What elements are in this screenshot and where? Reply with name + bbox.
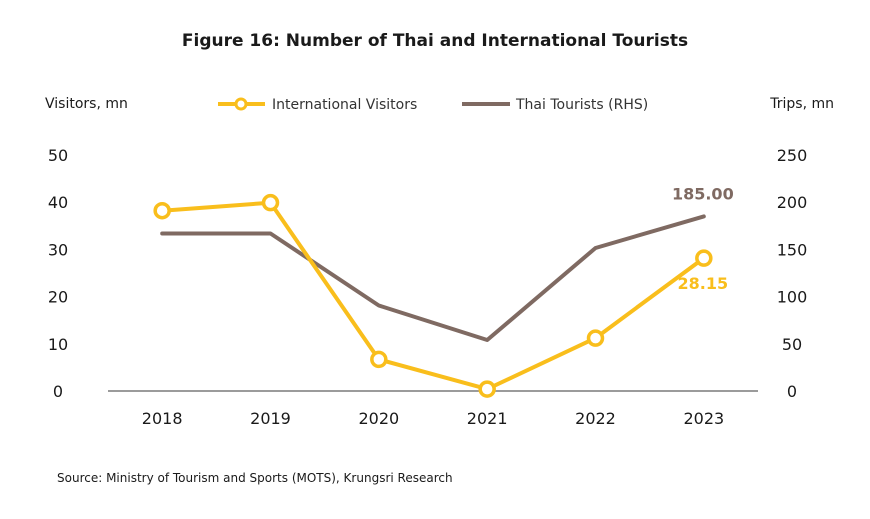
source-note: Source: Ministry of Tourism and Sports (… [57, 471, 453, 485]
y-left-tick-label: 20 [48, 288, 68, 307]
data-point-international-visitors [370, 350, 388, 369]
y-left-tick-label: 40 [48, 193, 68, 212]
data-label-thai-tourists: 185.00 [672, 184, 734, 203]
y-axis-right-ticks: 0 50 100 150 200 250 [777, 146, 808, 401]
x-axis-ticks: 2018 2019 2020 2021 2022 2023 [142, 409, 724, 428]
data-point-international-visitors [586, 329, 605, 347]
y-left-tick-label: 10 [48, 335, 68, 354]
series-layer [153, 193, 713, 398]
data-point-international-visitors [261, 193, 280, 212]
y-right-tick-label: 250 [777, 146, 808, 165]
data-point-international-visitors [695, 249, 713, 267]
y-right-tick-label: 0 [787, 382, 797, 401]
x-tick-label: 2019 [250, 409, 291, 428]
y-right-tick-label: 100 [777, 288, 808, 307]
legend-label-international: International Visitors [272, 97, 417, 113]
data-label-international-visitors: 28.15 [678, 274, 729, 293]
legend-marker-international [234, 97, 248, 111]
series-line-international-visitors [160, 200, 706, 392]
data-point-international-visitors [153, 201, 171, 220]
x-tick-label: 2020 [358, 409, 399, 428]
annotation-layer: 28.15 185.00 [672, 184, 734, 293]
y-left-tick-label: 0 [53, 382, 63, 401]
legend: International Visitors Thai Tourists (RH… [218, 97, 648, 113]
x-tick-label: 2021 [467, 409, 508, 428]
y-right-tick-label: 150 [777, 240, 808, 259]
y-right-tick-label: 200 [777, 193, 808, 212]
series-line-thai-tourists [160, 214, 706, 342]
y-axis-left-ticks: 0 10 20 30 40 50 [48, 146, 68, 401]
x-tick-label: 2018 [142, 409, 183, 428]
y-axis-right-label: Trips, mn [769, 96, 834, 112]
x-tick-label: 2022 [575, 409, 616, 428]
data-point-international-visitors [478, 380, 496, 398]
y-axis-left-label: Visitors, mn [45, 96, 128, 112]
y-left-tick-label: 50 [48, 146, 68, 165]
legend-label-thai: Thai Tourists (RHS) [515, 97, 648, 113]
x-tick-label: 2023 [683, 409, 724, 428]
chart-title: Figure 16: Number of Thai and Internatio… [182, 31, 688, 51]
y-left-tick-label: 30 [48, 240, 68, 259]
y-right-tick-label: 50 [782, 335, 802, 354]
